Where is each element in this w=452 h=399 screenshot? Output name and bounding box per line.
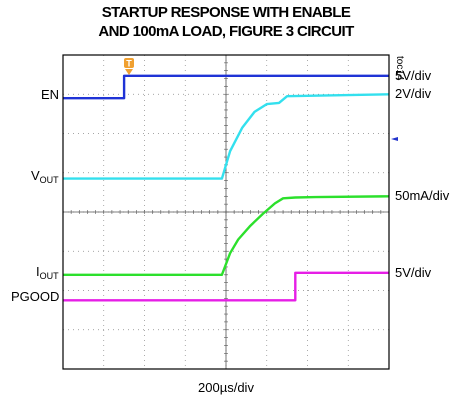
chart-title-line1: STARTUP RESPONSE WITH ENABLE bbox=[101, 4, 351, 21]
trace-scale-en: 5V/div bbox=[395, 67, 432, 83]
trigger-marker-text: T bbox=[126, 59, 132, 69]
time-scale-label: 200µs/div bbox=[198, 380, 254, 395]
trace-label-pgood: PGOOD bbox=[11, 290, 59, 304]
trace-label-subscript: OUT bbox=[39, 174, 59, 185]
trace-scale-pgood: 5V/div bbox=[395, 264, 432, 280]
chart-title-line2: AND 100mA LOAD, FIGURE 3 CIRCUIT bbox=[98, 23, 354, 40]
trace-label-text: I bbox=[36, 263, 40, 279]
trace-iout bbox=[63, 195, 390, 276]
plot-grid bbox=[63, 55, 389, 369]
trace-pgood bbox=[63, 271, 389, 302]
trigger-level-arrow-icon bbox=[391, 137, 398, 141]
trace-en bbox=[63, 74, 389, 100]
trace-scale-iout: 50mA/div bbox=[395, 188, 450, 204]
trace-label-text: PGOOD bbox=[11, 289, 60, 305]
plot-traces bbox=[63, 74, 390, 302]
trace-label-subscript: OUT bbox=[39, 270, 59, 281]
trace-vout bbox=[63, 93, 390, 180]
trace-label-vout: VOUT bbox=[31, 167, 59, 187]
plot-frame bbox=[62, 54, 390, 370]
trace-label-text: EN bbox=[41, 87, 60, 103]
trace-label-en: EN bbox=[41, 88, 59, 102]
trace-label-iout: IOUT bbox=[36, 263, 59, 283]
trigger-marker: T bbox=[124, 58, 134, 75]
trace-label-text: V bbox=[31, 167, 40, 183]
trace-scale-vout: 2V/div bbox=[395, 86, 432, 102]
